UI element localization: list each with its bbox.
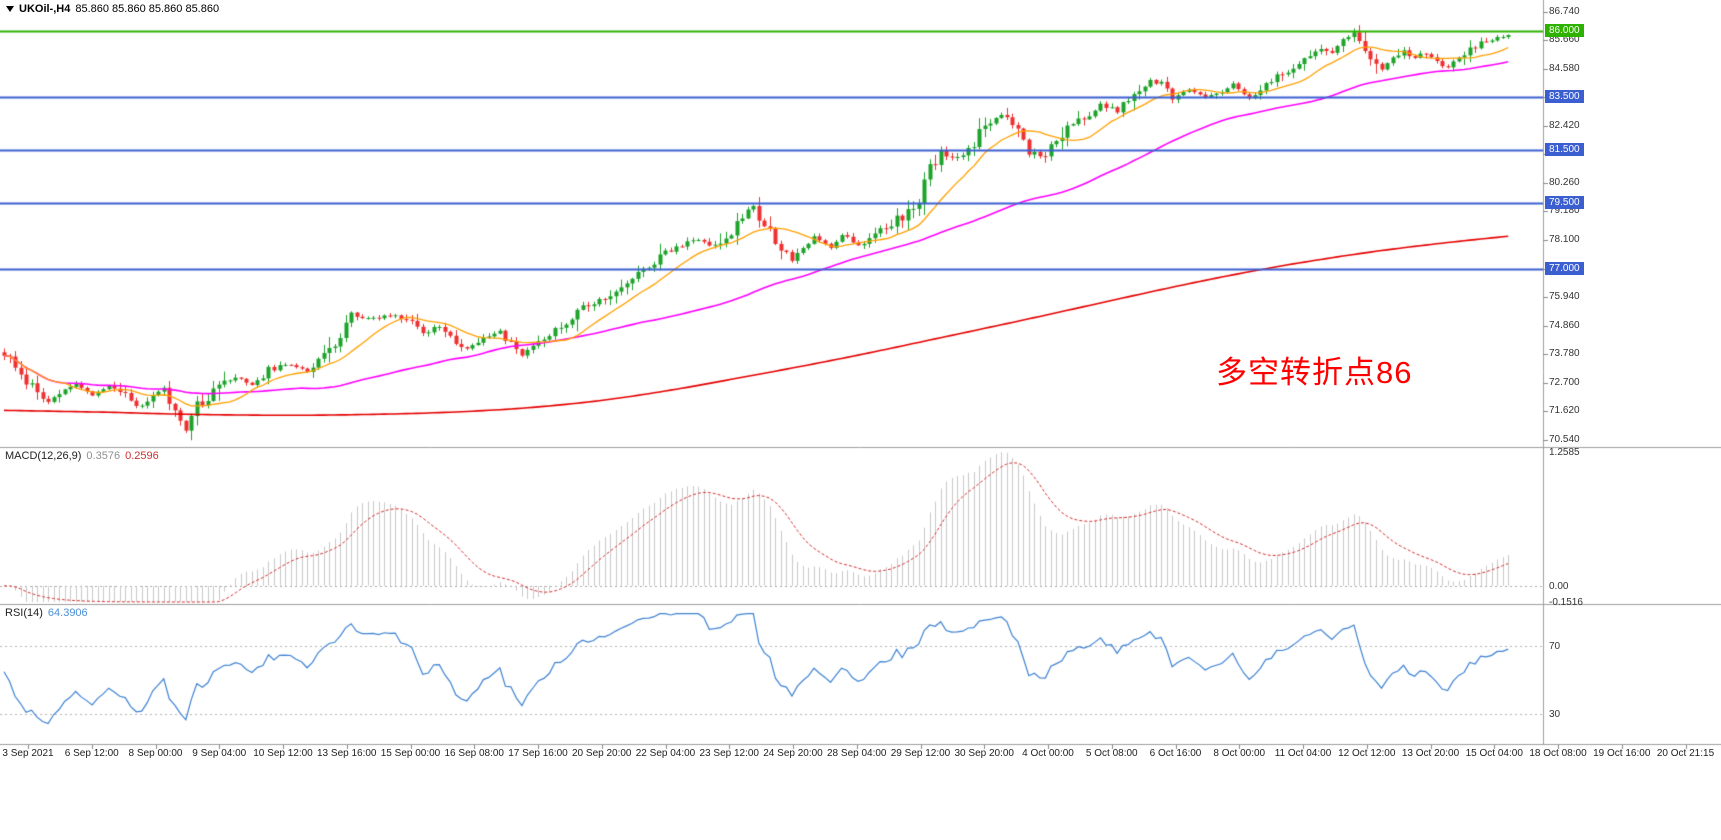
time-axis-label: 18 Oct 08:00 [1529,748,1587,759]
price-tick-label: 74.860 [1549,319,1580,331]
time-axis-label: 4 Oct 00:00 [1022,748,1074,759]
time-axis-label: 15 Sep 00:00 [380,748,441,759]
price-tick-label: 70.540 [1549,433,1580,445]
price-tick-label: 82.420 [1549,119,1580,131]
time-axis-label: 29 Sep 12:00 [890,748,951,759]
time-axis-label: 3 Sep 2021 [2,748,54,759]
hline-price-tag: 81.500 [1545,143,1584,157]
macd-scale-label: -0.1516 [1549,597,1583,608]
time-axis-label: 24 Sep 20:00 [763,748,823,759]
time-axis-label: 13 Oct 20:00 [1401,748,1460,759]
price-tick-label: 78.100 [1549,233,1580,245]
time-axis-label: 8 Sep 00:00 [128,748,183,759]
price-tick-label: 79.180 [1549,205,1580,217]
macd-scale-label: 0.00 [1549,580,1569,592]
hline-price-tag: 83.500 [1545,90,1584,104]
macd-scale[interactable]: 1.2585 0.00 -0.1516 [1544,447,1721,608]
hline-price-tag: 86.000 [1545,24,1584,38]
price-tick-label: 84.580 [1549,62,1580,74]
price-tick-label: 73.780 [1549,348,1580,360]
time-axis-label: 11 Oct 04:00 [1274,748,1332,759]
rsi-value: 64.3906 [47,607,88,619]
time-axis-label: 17 Sep 16:00 [508,748,568,759]
macd-header: MACD(12,26,9) 0.3576 0.2596 [5,450,159,462]
time-axis-label: 6 Oct 16:00 [1149,748,1202,759]
time-axis-label: 23 Sep 12:00 [699,748,760,759]
price-tick-label: 85.660 [1549,34,1580,46]
time-axis-label: 28 Sep 04:00 [827,748,887,759]
macd-value-signal: 0.2596 [125,450,159,462]
time-axis-label: 30 Sep 20:00 [954,748,1015,759]
time-axis-label: 15 Oct 04:00 [1465,748,1523,759]
time-axis-label: 13 Sep 16:00 [317,748,377,759]
time-axis-label: 22 Sep 04:00 [635,748,696,759]
rsi-label: RSI(14) [5,607,43,619]
macd-label: MACD(12,26,9) [5,450,82,462]
time-axis-label: 9 Sep 04:00 [192,748,247,759]
hline-price-tag: 77.000 [1545,262,1584,276]
time-axis-label: 19 Oct 16:00 [1593,748,1651,759]
price-annotation: 多空转折点86 [1216,355,1413,390]
time-axis-label: 20 Oct 21:15 [1656,748,1715,759]
time-axis-label: 6 Sep 12:00 [64,748,119,759]
hline-price-tag: 79.500 [1545,196,1584,210]
rsi-scale[interactable]: 70 30 [1544,606,1721,744]
rsi-level-label: 30 [1549,709,1561,721]
time-axis-label: 20 Sep 20:00 [572,748,632,759]
price-tick-label: 71.620 [1549,405,1580,417]
time-axis-label: 5 Oct 08:00 [1085,748,1138,759]
time-axis-label: 10 Sep 12:00 [253,748,313,759]
time-axis-label: 16 Sep 08:00 [444,748,505,759]
macd-value-main: 0.3576 [86,450,121,462]
rsi-header: RSI(14) 64.3906 [5,607,88,619]
time-scale[interactable]: 3 Sep 2021 6 Sep 12:00 8 Sep 00:00 9 Sep 04… [0,747,1721,763]
price-tick-label: 86.740 [1549,5,1580,17]
time-axis-label: 12 Oct 12:00 [1338,748,1396,759]
time-axis-label: 8 Oct 00:00 [1213,748,1266,759]
price-tick-label: 72.700 [1549,376,1580,388]
symbol-header: UKOil-,H4 85.860 85.860 85.860 85.860 [6,3,219,15]
expand-arrow-icon[interactable] [6,6,14,12]
rsi-level-label: 70 [1549,641,1561,653]
hline-price-labels: 86.000 83.500 81.500 79.500 77.000 [1544,0,1721,460]
price-tick-label: 80.260 [1549,176,1580,188]
symbol-label: UKOil-,H4 [19,3,71,15]
macd-scale-label: 1.2585 [1549,447,1580,458]
price-tick-label: 75.940 [1549,291,1580,303]
symbol-quotes: 85.860 85.860 85.860 85.860 [75,3,220,15]
